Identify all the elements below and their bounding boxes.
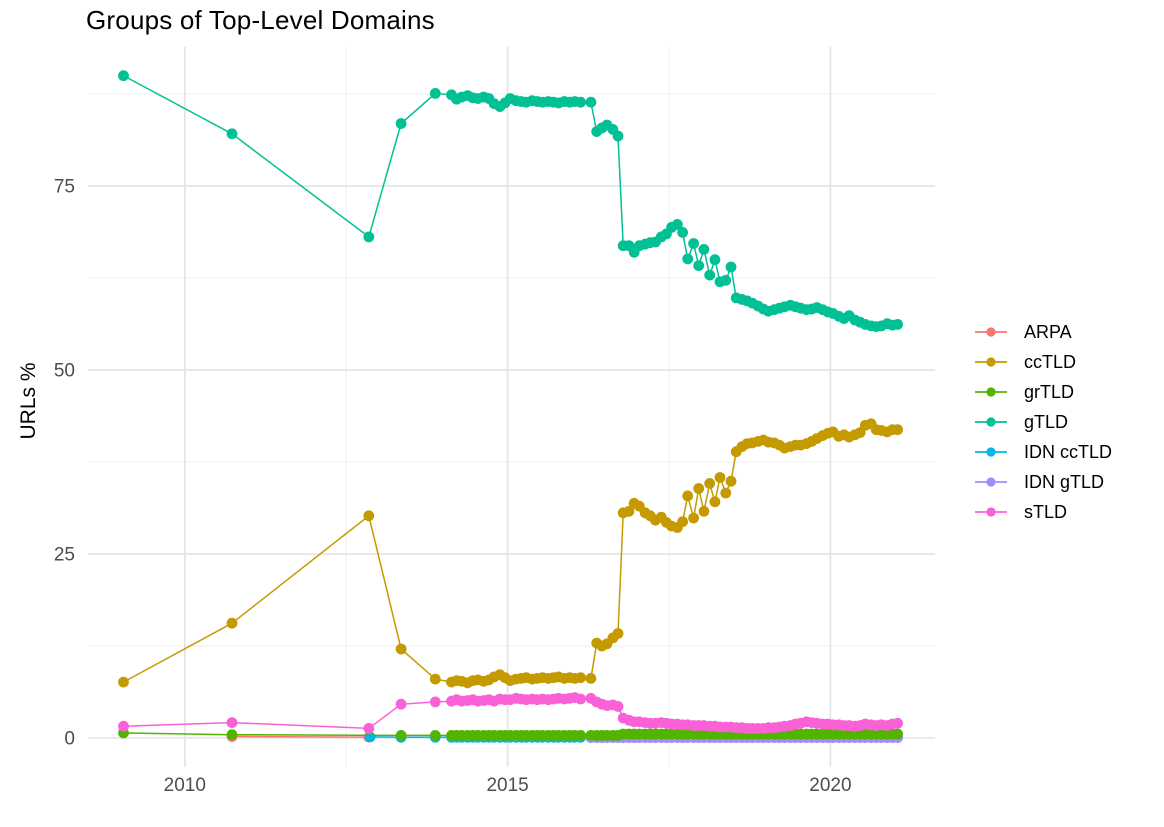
legend-label: IDN gTLD	[1024, 471, 1105, 492]
legend-key-icon	[975, 417, 1007, 427]
chart-title: Groups of Top-Level Domains	[86, 5, 435, 35]
legend-key-icon	[975, 327, 1007, 337]
legend-key-icon	[975, 507, 1007, 517]
legend-entry-grtld: grTLD	[974, 377, 1112, 407]
y-tick-label: 75	[54, 177, 75, 198]
series-stld	[118, 692, 903, 734]
legend-key-icon	[975, 387, 1007, 397]
series-arpa	[226, 731, 375, 743]
legend-key-icon	[975, 447, 1007, 457]
x-tick-label: 2020	[809, 775, 851, 796]
legend-label: gTLD	[1024, 411, 1069, 432]
legend-entry-idn-cctld: IDN ccTLD	[974, 437, 1112, 467]
legend-entry-arpa: ARPA	[974, 317, 1112, 347]
x-axis-tick-labels: 2010 2015 2020	[164, 775, 852, 796]
legend-label: grTLD	[1024, 381, 1075, 402]
legend-entry-gtld: gTLD	[974, 407, 1112, 437]
x-tick-label: 2015	[486, 775, 528, 796]
y-tick-label: 50	[54, 361, 75, 382]
legend-label: ARPA	[1024, 321, 1072, 342]
legend-label: ccTLD	[1024, 351, 1077, 372]
legend-key-icon	[975, 357, 1007, 367]
legend-entry-stld: sTLD	[974, 497, 1112, 527]
legend-entry-idn-gtld: IDN gTLD	[974, 467, 1112, 497]
y-tick-label: 25	[54, 545, 75, 566]
series-cctld	[118, 418, 903, 689]
gridlines-major	[88, 47, 935, 767]
y-axis-tick-labels: 0 25 50 75	[54, 177, 75, 750]
legend: ARPA ccTLD grTLD gTLD IDN ccTLD IDN gTLD sTLD	[974, 317, 1112, 527]
gridlines-minor	[88, 47, 935, 767]
series-gtld	[118, 70, 903, 332]
legend-key-icon	[975, 477, 1007, 487]
legend-label: IDN ccTLD	[1024, 441, 1113, 462]
legend-entry-cctld: ccTLD	[974, 347, 1112, 377]
x-tick-label: 2010	[164, 775, 206, 796]
legend-label: sTLD	[1024, 501, 1068, 522]
y-tick-label: 0	[64, 729, 75, 750]
